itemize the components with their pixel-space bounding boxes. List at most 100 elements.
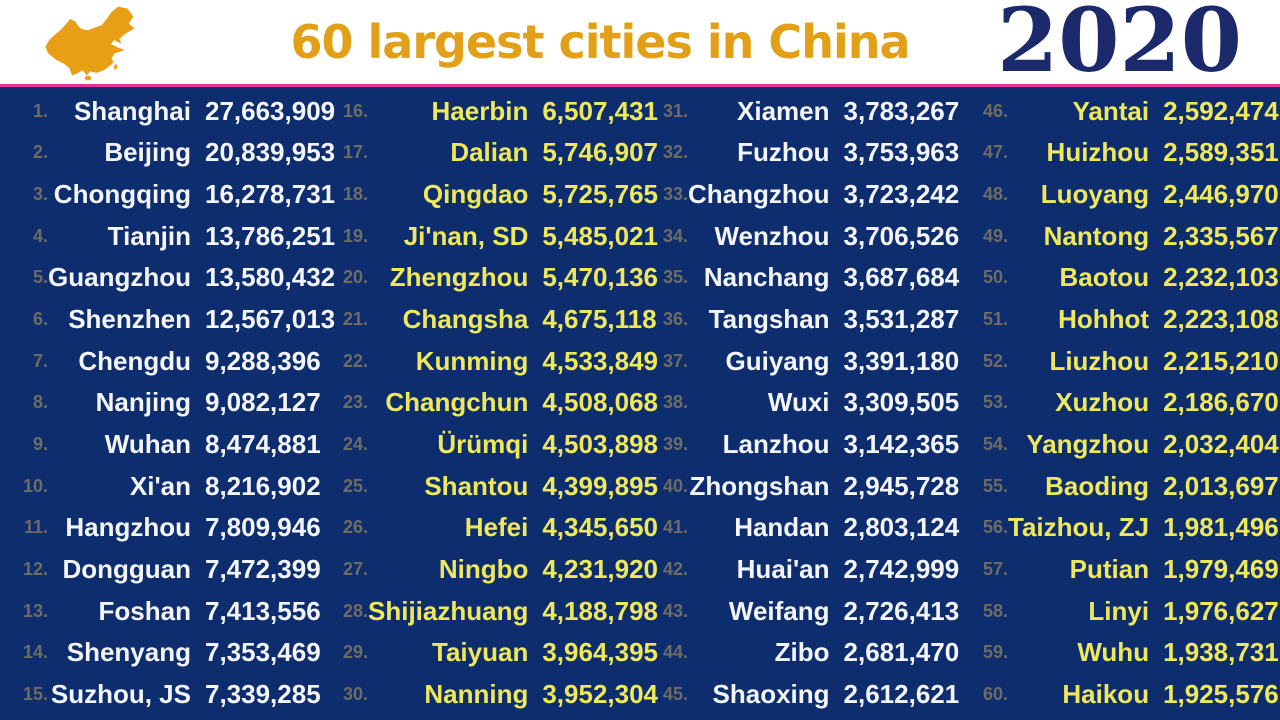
city-row: 32. Fuzhou 3,753,963 (640, 132, 972, 174)
city-name: Shantou (424, 470, 529, 501)
city-name: Putian (1069, 554, 1150, 585)
city-row: 44. Zibo 2,681,470 (640, 632, 972, 674)
city-population: 3,964,395 (542, 637, 659, 668)
city-population: 2,186,670 (1163, 387, 1279, 418)
city-rank: 42. (662, 559, 688, 580)
city-population: 4,508,068 (542, 387, 659, 418)
city-name: Wuhu (1077, 637, 1150, 668)
city-row: 31. Xiamen 3,783,267 (640, 90, 972, 132)
city-rank: 10. (22, 475, 48, 496)
city-row: 6. Shenzhen 12,567,013 (0, 298, 335, 340)
city-population: 7,413,556 (204, 595, 321, 626)
city-row: 13. Foshan 7,413,556 (0, 590, 333, 632)
city-name: Yantai (1072, 95, 1150, 126)
city-row: 2. Beijing 20,839,953 (0, 132, 336, 174)
city-rank: 34. (662, 225, 688, 246)
city-row: 48. Luoyang 2,446,970 (960, 173, 1280, 215)
city-name: Tianjin (107, 220, 191, 251)
city-population: 2,803,124 (843, 512, 960, 543)
city-population: 7,472,399 (204, 554, 321, 585)
city-population: 4,533,849 (542, 345, 659, 376)
city-name: Nanning (424, 679, 529, 710)
city-rank: 8. (32, 392, 48, 413)
city-name: Changzhou (688, 179, 830, 210)
city-population: 20,839,953 (204, 137, 336, 168)
city-population: 2,446,970 (1163, 179, 1279, 210)
city-row: 12. Dongguan 7,472,399 (0, 548, 333, 590)
city-rank: 31. (662, 100, 688, 121)
city-row: 56. Taizhou, ZJ 1,981,496 (960, 507, 1280, 549)
city-rank: 58. (982, 600, 1008, 621)
city-row: 42. Huai'an 2,742,999 (640, 548, 972, 590)
city-row: 39. Lanzhou 3,142,365 (640, 423, 972, 465)
city-rank: 23. (342, 392, 368, 413)
city-population: 13,580,432 (204, 262, 336, 293)
city-rank: 56. (982, 517, 1008, 538)
city-rank: 32. (662, 142, 688, 163)
city-rank: 19. (342, 225, 368, 246)
city-population: 8,216,902 (204, 470, 321, 501)
city-name: Nantong (1043, 220, 1150, 251)
city-name: Zhengzhou (389, 262, 529, 293)
city-rank: 18. (342, 184, 368, 205)
city-row: 49. Nantong 2,335,567 (960, 215, 1280, 257)
city-row: 51. Hohhot 2,223,108 (960, 298, 1280, 340)
city-row: 17. Dalian 5,746,907 (320, 132, 670, 174)
ranking-board: 1. Shanghai 27,663,909 2. Beijing 20,839,953 3… (0, 87, 1280, 720)
city-row: 23. Changchun 4,508,068 (320, 382, 670, 424)
city-name: Changchun (385, 387, 529, 418)
city-rank: 2. (32, 142, 48, 163)
ranking-column-3: 31. Xiamen 3,783,267 32. Fuzhou 3,753,963 33. C… (640, 87, 960, 720)
city-population: 2,232,103 (1163, 262, 1279, 293)
city-row: 3. Chongqing 16,278,731 (0, 173, 335, 215)
city-row: 43. Weifang 2,726,413 (640, 590, 972, 632)
city-name: Changsha (402, 304, 529, 335)
city-name: Handan (734, 512, 830, 543)
city-row: 29. Taiyuan 3,964,395 (320, 632, 670, 674)
city-population: 3,783,267 (843, 95, 960, 126)
city-rank: 13. (22, 600, 48, 621)
city-rank: 35. (662, 267, 688, 288)
city-name: Foshan (98, 595, 191, 626)
city-row: 46. Yantai 2,592,474 (960, 90, 1280, 132)
city-rank: 11. (23, 517, 48, 538)
city-population: 4,503,898 (542, 429, 659, 460)
city-population: 27,663,909 (204, 95, 336, 126)
city-name: Shijiazhuang (368, 595, 529, 626)
city-population: 3,531,287 (843, 304, 960, 335)
city-name: Huizhou (1046, 137, 1150, 168)
city-population: 4,345,650 (542, 512, 659, 543)
city-row: 11. Hangzhou 7,809,946 (0, 507, 333, 549)
city-name: Haikou (1062, 679, 1150, 710)
city-rank: 59. (982, 642, 1008, 663)
city-row: 53. Xuzhou 2,186,670 (960, 382, 1280, 424)
city-row: 34. Wenzhou 3,706,526 (640, 215, 972, 257)
city-name: Shaoxing (712, 679, 830, 710)
city-rank: 27. (342, 559, 368, 580)
city-name: Guiyang (725, 345, 830, 376)
city-name: Dalian (450, 137, 529, 168)
city-name: Wenzhou (714, 220, 830, 251)
city-population: 3,309,505 (843, 387, 960, 418)
city-rank: 53. (982, 392, 1008, 413)
city-population: 9,288,396 (204, 345, 321, 376)
city-rank: 38. (662, 392, 688, 413)
city-name: Dongguan (62, 554, 191, 585)
city-population: 7,339,285 (204, 679, 321, 710)
city-rank: 5. (32, 267, 48, 288)
city-rank: 60. (982, 684, 1008, 705)
city-rank: 15. (22, 684, 48, 705)
city-population: 4,188,798 (542, 595, 659, 626)
city-population: 2,032,404 (1163, 429, 1279, 460)
city-rank: 21. (342, 309, 368, 330)
city-row: 41. Handan 2,803,124 (640, 507, 972, 549)
city-rank: 36. (662, 309, 688, 330)
city-row: 1. Shanghai 27,663,909 (0, 90, 336, 132)
city-row: 21. Changsha 4,675,118 (320, 298, 670, 340)
city-name: Nanjing (95, 387, 191, 418)
city-name: Hefei (464, 512, 529, 543)
city-rank: 55. (982, 475, 1008, 496)
city-row: 27. Ningbo 4,231,920 (320, 548, 670, 590)
ranking-column-4: 46. Yantai 2,592,474 47. Huizhou 2,589,351 48.… (960, 87, 1280, 720)
city-population: 2,013,697 (1163, 470, 1279, 501)
